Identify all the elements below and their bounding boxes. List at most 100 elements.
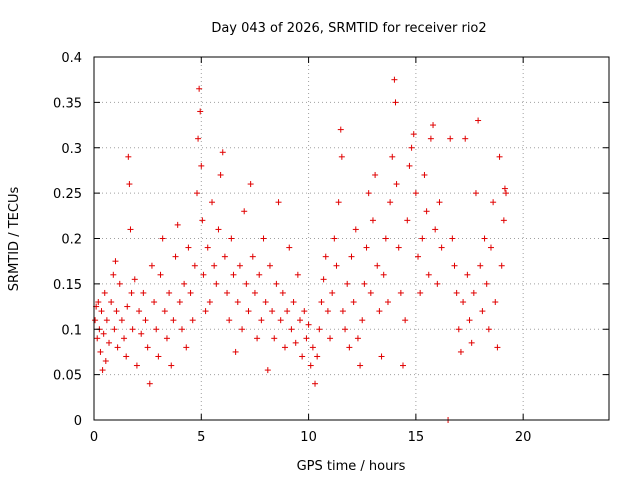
data-point bbox=[361, 280, 368, 287]
data-point bbox=[286, 244, 293, 251]
data-point bbox=[221, 253, 228, 260]
data-point bbox=[121, 335, 128, 342]
data-point bbox=[290, 299, 297, 306]
data-point bbox=[487, 244, 494, 251]
data-point bbox=[213, 280, 220, 287]
data-point bbox=[475, 117, 482, 124]
data-point bbox=[148, 262, 155, 269]
data-point bbox=[211, 262, 218, 269]
data-point bbox=[125, 153, 132, 160]
y-tick-label: 0.2 bbox=[61, 233, 82, 248]
data-point bbox=[333, 262, 340, 269]
data-point bbox=[395, 244, 402, 251]
data-point bbox=[159, 235, 166, 242]
x-axis-label: GPS time / hours bbox=[297, 459, 406, 474]
data-point bbox=[354, 335, 361, 342]
data-point bbox=[419, 235, 426, 242]
points-layer bbox=[92, 76, 509, 423]
data-point bbox=[204, 244, 211, 251]
data-point bbox=[303, 335, 310, 342]
data-point bbox=[389, 153, 396, 160]
data-point bbox=[234, 299, 241, 306]
data-point bbox=[357, 362, 364, 369]
data-point bbox=[110, 271, 117, 278]
data-point bbox=[372, 171, 379, 178]
data-point bbox=[142, 317, 149, 324]
ticks-layer: 0 0.05 0.1 0.15 0.2 0.25 0.3 0.35 0.4 0 5 10 15 20 bbox=[53, 51, 609, 445]
data-point bbox=[392, 99, 399, 106]
data-point bbox=[241, 208, 248, 215]
data-point bbox=[92, 317, 99, 324]
data-point bbox=[113, 308, 120, 315]
data-point bbox=[112, 258, 119, 265]
data-point bbox=[305, 321, 312, 328]
data-point bbox=[380, 271, 387, 278]
data-point bbox=[415, 253, 422, 260]
y-tick-label: 0.4 bbox=[61, 51, 82, 66]
data-point bbox=[172, 253, 179, 260]
y-tick-label: 0.15 bbox=[53, 278, 82, 293]
data-point bbox=[254, 335, 261, 342]
data-point bbox=[106, 339, 113, 346]
data-point bbox=[224, 289, 231, 296]
data-point bbox=[284, 308, 291, 315]
data-point bbox=[378, 353, 385, 360]
data-point bbox=[320, 276, 327, 283]
data-point bbox=[262, 299, 269, 306]
data-point bbox=[111, 326, 118, 333]
data-point bbox=[479, 308, 486, 315]
data-point bbox=[153, 326, 160, 333]
data-point bbox=[101, 289, 108, 296]
data-point bbox=[136, 308, 143, 315]
data-point bbox=[412, 190, 419, 197]
y-tick-label: 0.3 bbox=[61, 142, 82, 157]
data-point bbox=[464, 271, 471, 278]
data-point bbox=[466, 317, 473, 324]
data-point bbox=[316, 326, 323, 333]
data-point bbox=[329, 289, 336, 296]
data-point bbox=[451, 262, 458, 269]
data-point bbox=[410, 131, 417, 138]
data-point bbox=[460, 299, 467, 306]
data-point bbox=[339, 308, 346, 315]
data-point bbox=[312, 380, 319, 387]
data-point bbox=[279, 289, 286, 296]
data-point bbox=[382, 235, 389, 242]
data-point bbox=[170, 317, 177, 324]
data-point bbox=[126, 181, 133, 188]
x-tick-label: 15 bbox=[408, 430, 425, 445]
data-point bbox=[391, 76, 398, 83]
data-point bbox=[198, 162, 205, 169]
data-point bbox=[297, 317, 303, 324]
data-point bbox=[133, 362, 140, 369]
data-point bbox=[406, 162, 413, 169]
data-point bbox=[226, 317, 233, 324]
data-point bbox=[230, 271, 237, 278]
data-point bbox=[260, 235, 267, 242]
data-point bbox=[470, 289, 477, 296]
data-point bbox=[374, 262, 381, 269]
y-axis-label: SRMTID / TECUs bbox=[7, 187, 22, 292]
data-point bbox=[423, 208, 430, 215]
data-point bbox=[352, 226, 359, 233]
data-point bbox=[196, 85, 203, 92]
data-point bbox=[219, 149, 226, 156]
data-point bbox=[187, 289, 194, 296]
data-point bbox=[421, 171, 428, 178]
data-point bbox=[387, 199, 394, 206]
data-point bbox=[348, 253, 355, 260]
data-point bbox=[116, 280, 123, 287]
data-point bbox=[438, 244, 445, 251]
data-point bbox=[337, 126, 344, 133]
data-point bbox=[178, 326, 185, 333]
data-point bbox=[393, 181, 400, 188]
data-point bbox=[472, 190, 479, 197]
data-point bbox=[146, 380, 153, 387]
data-point bbox=[209, 199, 216, 206]
data-point bbox=[277, 317, 284, 324]
data-point bbox=[490, 199, 497, 206]
data-point bbox=[195, 135, 202, 142]
data-point bbox=[232, 348, 239, 355]
data-point bbox=[501, 185, 508, 192]
